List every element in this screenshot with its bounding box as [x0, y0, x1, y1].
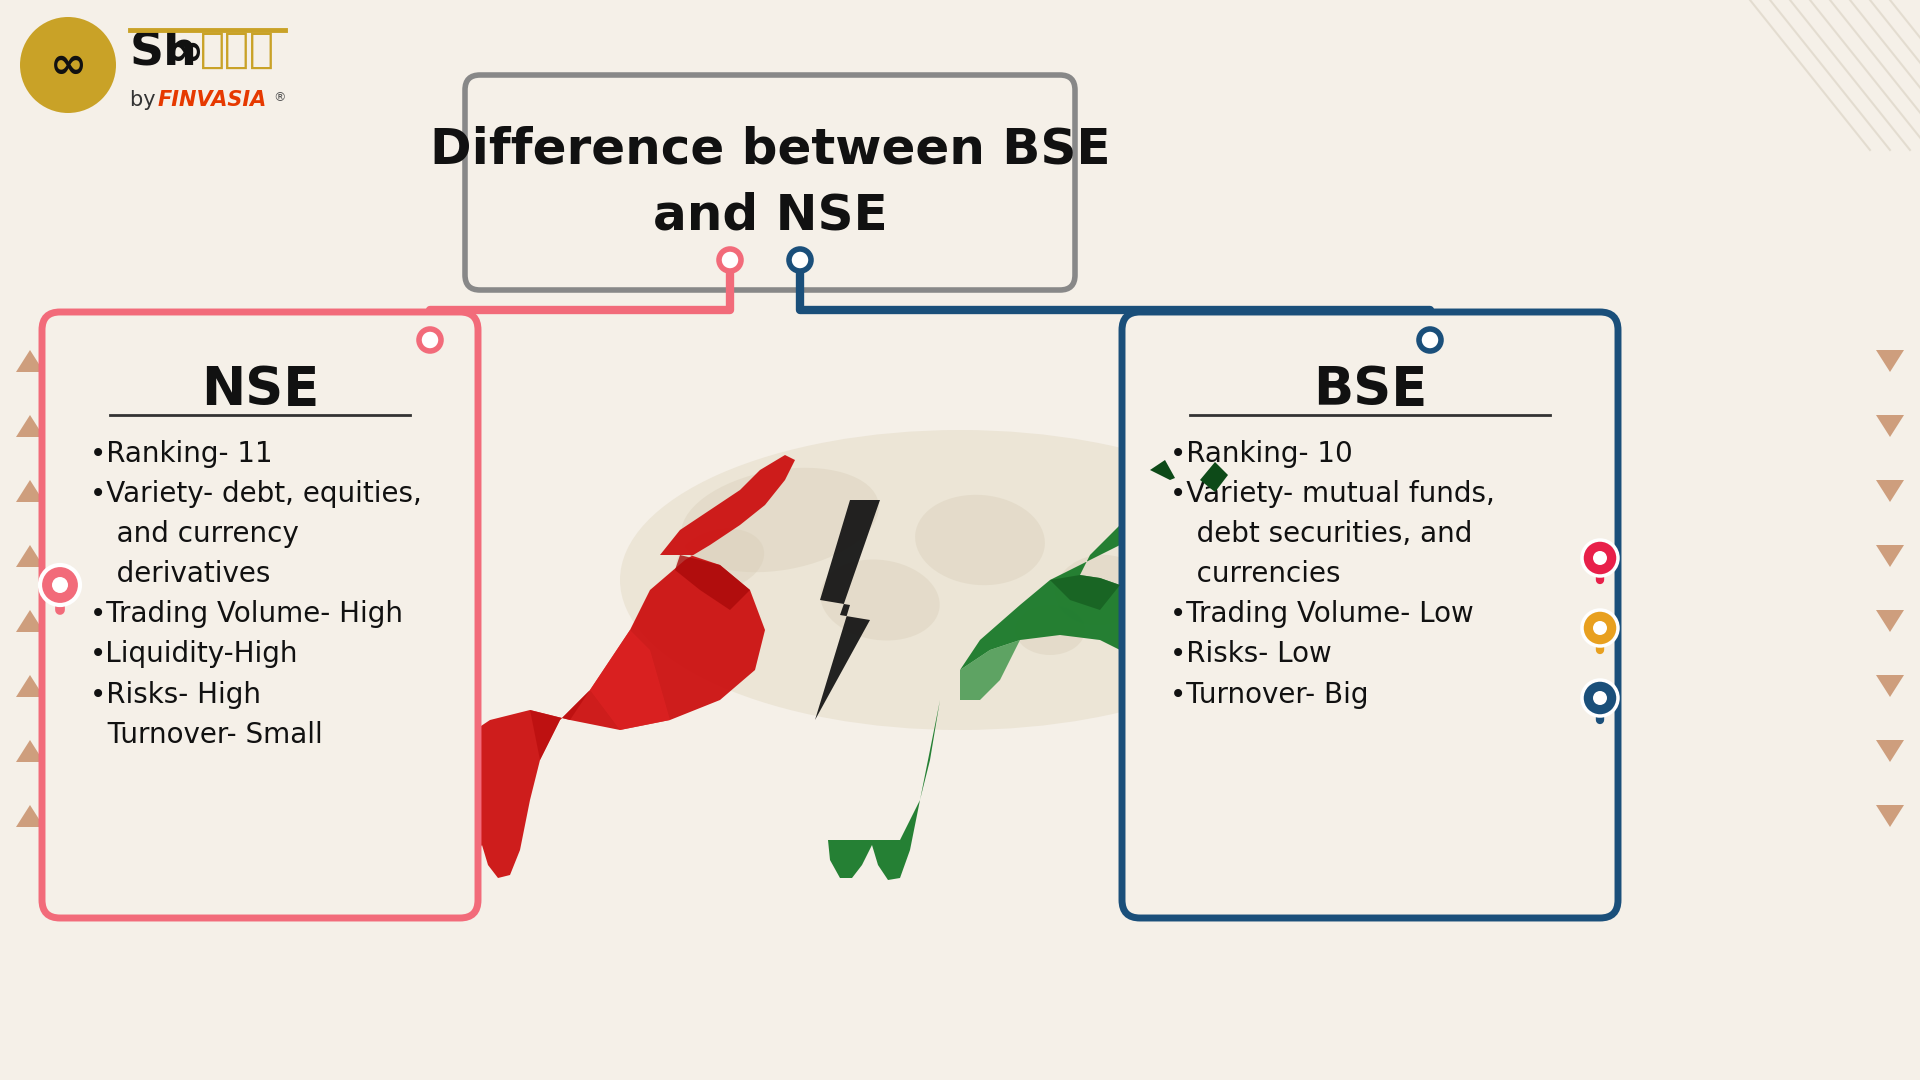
Polygon shape [1876, 610, 1905, 632]
Polygon shape [15, 545, 44, 567]
Polygon shape [15, 675, 44, 697]
Polygon shape [15, 740, 44, 762]
Ellipse shape [820, 559, 939, 640]
Polygon shape [676, 555, 751, 610]
Ellipse shape [620, 430, 1300, 730]
Circle shape [40, 565, 81, 605]
Circle shape [789, 249, 810, 271]
Polygon shape [960, 640, 1020, 700]
Ellipse shape [1056, 555, 1144, 625]
Circle shape [1419, 329, 1442, 351]
Ellipse shape [676, 529, 764, 591]
Circle shape [1582, 680, 1619, 716]
Polygon shape [1200, 462, 1229, 492]
Polygon shape [1050, 575, 1119, 610]
Text: ∞: ∞ [167, 30, 204, 73]
Text: Sh: Sh [131, 29, 198, 75]
Text: by: by [131, 90, 163, 110]
Ellipse shape [1016, 605, 1085, 654]
Circle shape [1582, 540, 1619, 576]
Polygon shape [1876, 545, 1905, 567]
Circle shape [52, 577, 67, 593]
FancyBboxPatch shape [465, 75, 1075, 291]
Polygon shape [1876, 415, 1905, 437]
Polygon shape [15, 350, 44, 372]
Polygon shape [405, 455, 795, 880]
FancyBboxPatch shape [1121, 312, 1619, 918]
Text: ®: ® [273, 92, 286, 105]
Polygon shape [15, 805, 44, 827]
Polygon shape [1876, 480, 1905, 502]
Polygon shape [15, 480, 44, 502]
Polygon shape [814, 500, 879, 720]
Polygon shape [1876, 805, 1905, 827]
Polygon shape [1150, 460, 1175, 480]
Polygon shape [15, 610, 44, 632]
Circle shape [1594, 691, 1607, 705]
Circle shape [1582, 610, 1619, 646]
Text: Difference between BSE
and NSE: Difference between BSE and NSE [430, 125, 1110, 240]
Text: FINVASIA: FINVASIA [157, 90, 267, 110]
Text: न्य: न्य [200, 29, 275, 71]
Polygon shape [1876, 675, 1905, 697]
Circle shape [718, 249, 741, 271]
Text: •Ranking- 11
•Variety- debt, equities,
   and currency
   derivatives
•Trading V: •Ranking- 11 •Variety- debt, equities, a… [90, 440, 422, 748]
Text: ∞: ∞ [50, 43, 86, 86]
Polygon shape [589, 630, 670, 730]
Polygon shape [1876, 350, 1905, 372]
Text: NSE: NSE [202, 364, 319, 416]
Polygon shape [530, 690, 589, 760]
Ellipse shape [682, 468, 879, 572]
Text: BSE: BSE [1313, 364, 1427, 416]
Circle shape [419, 329, 442, 351]
Polygon shape [828, 478, 1250, 880]
Ellipse shape [916, 495, 1044, 585]
Circle shape [1594, 551, 1607, 565]
Polygon shape [1876, 740, 1905, 762]
Text: •Ranking- 10
•Variety- mutual funds,
   debt securities, and
   currencies
•Trad: •Ranking- 10 •Variety- mutual funds, deb… [1169, 440, 1496, 708]
Circle shape [19, 17, 115, 113]
FancyBboxPatch shape [42, 312, 478, 918]
Circle shape [1594, 621, 1607, 635]
Polygon shape [15, 415, 44, 437]
